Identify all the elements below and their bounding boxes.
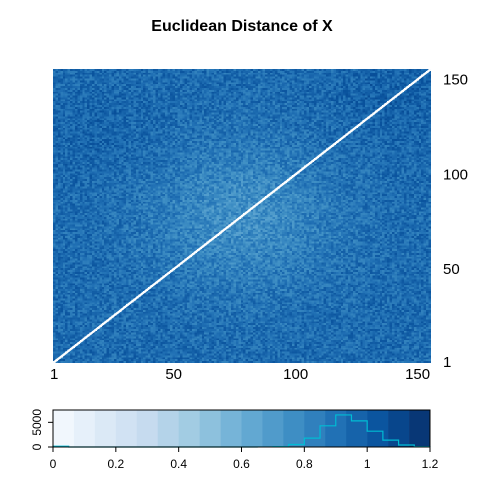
color-key-band-16 [388,410,410,447]
color-key-band-13 [325,410,347,447]
color-key-band-9 [241,410,263,447]
color-key-band-5 [157,410,179,447]
color-key-x-tick-2: 0.4 [170,457,187,471]
color-key-y-axis: 0 5000 [30,409,53,450]
heatmap-y-tick-2: 100 [443,166,468,183]
color-key-y-tick-1: 5000 [30,409,44,436]
color-key-x-tick-1: 0.2 [107,457,124,471]
color-key-band-0 [53,410,75,447]
color-key-x-tick-4: 0.8 [296,457,313,471]
heatmap-y-tick-0: 1 [443,354,451,371]
heatmap-y-tick-3: 150 [443,71,468,88]
color-key-band-10 [262,410,284,447]
color-key-y-tick-0: 0 [30,443,44,450]
heatmap-y-tick-1: 50 [443,261,460,278]
color-key-band-14 [346,410,368,447]
color-key-band-4 [136,410,159,447]
color-key-x-tick-5: 1 [364,457,371,471]
color-key-x-axis: 0 0.2 0.4 0.6 0.8 1 1.2 [50,447,439,471]
heatmap-x-axis: 1 50 100 150 [50,366,430,383]
heatmap-x-tick-2: 100 [283,366,308,383]
chart-title: Euclidean Distance of X [151,18,333,35]
color-key-band-3 [115,410,138,447]
color-key-band-12 [304,410,326,447]
heatmap-x-tick-3: 150 [405,366,430,383]
color-key-x-tick-3: 0.6 [233,457,250,471]
color-key-band-17 [409,410,431,447]
color-key-band-15 [367,410,389,447]
color-key-band-1 [73,410,96,447]
heatmap-x-tick-0: 1 [50,366,58,383]
heatmap [53,69,431,363]
color-key-x-tick-0: 0 [50,457,57,471]
color-key-band-7 [199,410,221,447]
heatmap-x-tick-1: 50 [165,366,182,383]
color-key-band-2 [94,410,117,447]
color-key-band-6 [178,410,200,447]
color-key-band-11 [283,410,305,447]
heatmap-diagonal [53,69,431,363]
color-key-band-8 [220,410,242,447]
color-key-bands [53,410,431,447]
color-key-x-tick-6: 1.2 [422,457,439,471]
